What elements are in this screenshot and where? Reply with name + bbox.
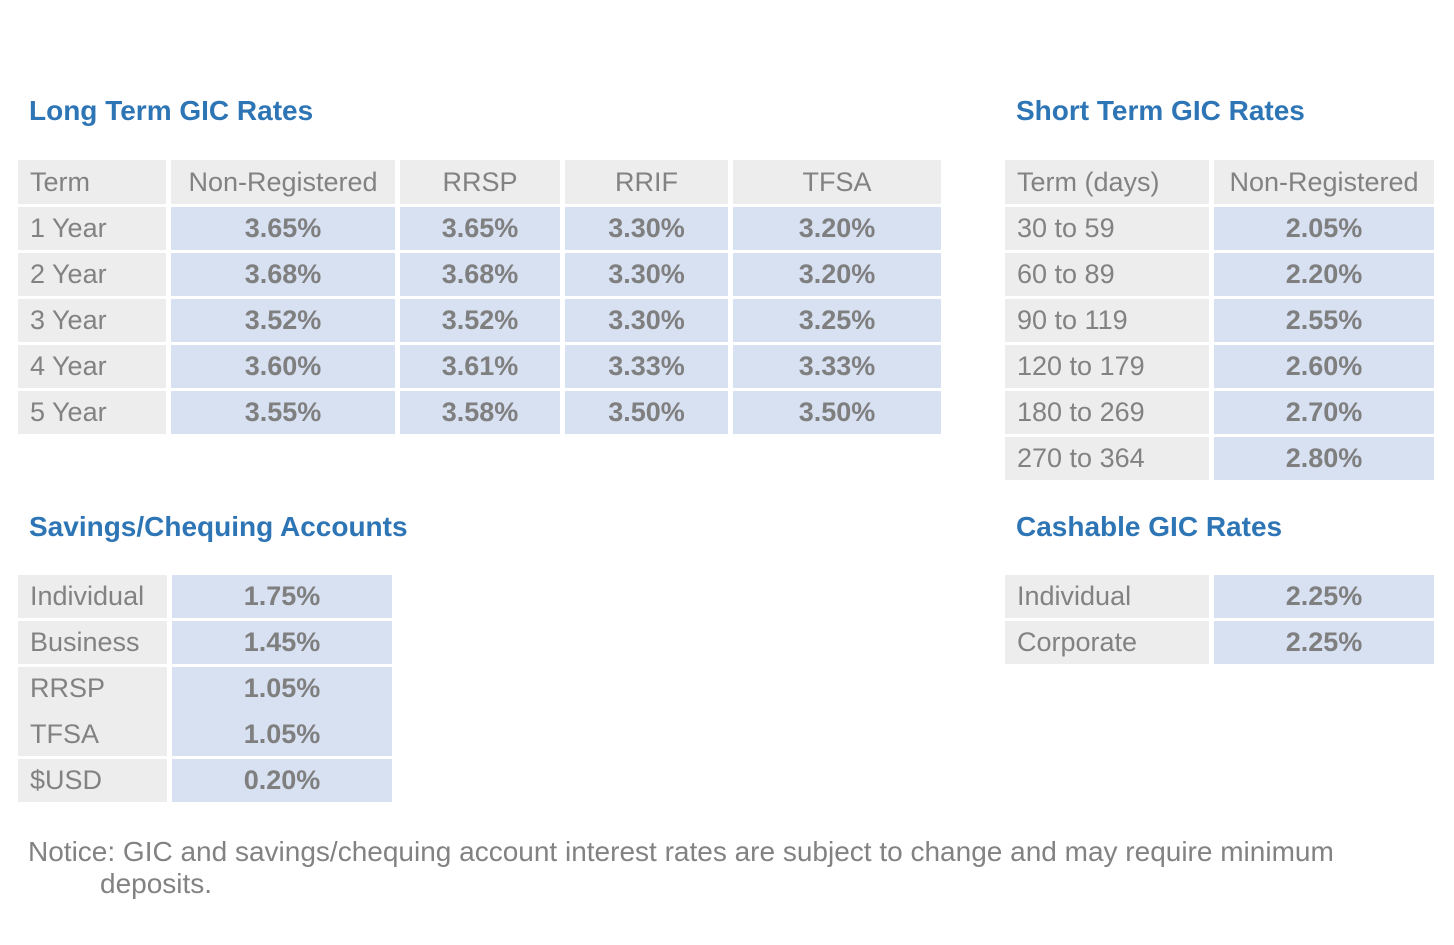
account-cell-group: RRSP TFSA [18, 667, 167, 756]
cashable-gic-section: Cashable GIC Rates Individual 2.25% Corp… [1005, 512, 1434, 672]
rate-cell: 2.55% [1214, 299, 1434, 342]
term-cell: 30 to 59 [1005, 207, 1209, 250]
rate-cell: 3.20% [733, 207, 941, 250]
rate-cell: 3.50% [565, 391, 728, 434]
term-cell: 60 to 89 [1005, 253, 1209, 296]
short-term-gic-section: Short Term GIC Rates Term (days) Non-Reg… [1005, 96, 1434, 486]
account-cell: TFSA [30, 719, 100, 749]
rate-cell: 3.30% [565, 207, 728, 250]
long-term-gic-table: Term Non-Registered RRSP RRIF TFSA 1 Yea… [18, 160, 941, 434]
rate-cell: 3.52% [171, 299, 395, 342]
column-header-non-registered: Non-Registered [1214, 160, 1434, 204]
term-cell: 3 Year [18, 299, 166, 342]
rate-cell-group: 1.05% 1.05% [172, 667, 392, 756]
savings-chequing-section: Savings/Chequing Accounts Individual 1.7… [18, 511, 408, 812]
cashable-gic-title: Cashable GIC Rates [1016, 511, 1283, 542]
rate-cell: 1.75% [172, 575, 392, 618]
rate-cell: 1.45% [172, 621, 392, 664]
term-cell: 4 Year [18, 345, 166, 388]
rate-cell: 1.05% [243, 673, 321, 703]
rate-cell: 3.30% [565, 253, 728, 296]
column-header-term-days: Term (days) [1005, 160, 1209, 204]
cashable-gic-table: Individual 2.25% Corporate 2.25% [1005, 575, 1434, 664]
account-cell: Individual [1005, 575, 1209, 618]
term-cell: 120 to 179 [1005, 345, 1209, 388]
term-cell: 2 Year [18, 253, 166, 296]
short-term-gic-title: Short Term GIC Rates [1016, 95, 1305, 126]
rate-cell: 3.58% [400, 391, 560, 434]
notice-line-2: deposits. [100, 868, 213, 899]
rate-cell: 3.68% [400, 253, 560, 296]
rate-cell: 2.70% [1214, 391, 1434, 434]
rate-cell: 1.05% [243, 719, 321, 749]
column-header-non-registered: Non-Registered [171, 160, 395, 204]
column-header-rrsp: RRSP [400, 160, 560, 204]
term-cell: 90 to 119 [1005, 299, 1209, 342]
rate-cell: 2.05% [1214, 207, 1434, 250]
rate-cell: 3.55% [171, 391, 395, 434]
rate-cell: 3.61% [400, 345, 560, 388]
column-header-term: Term [18, 160, 166, 204]
rate-cell: 3.33% [733, 345, 941, 388]
column-header-rrif: RRIF [565, 160, 728, 204]
rate-cell: 3.68% [171, 253, 395, 296]
rate-cell: 3.65% [400, 207, 560, 250]
rate-cell: 2.60% [1214, 345, 1434, 388]
rate-cell: 3.25% [733, 299, 941, 342]
short-term-gic-table: Term (days) Non-Registered 30 to 59 2.05… [1005, 160, 1434, 480]
column-header-tfsa: TFSA [733, 160, 941, 204]
account-cell: Corporate [1005, 621, 1209, 664]
long-term-gic-section: Long Term GIC Rates Term Non-Registered … [18, 96, 941, 436]
rate-cell: 2.25% [1214, 621, 1434, 664]
rate-cell: 2.20% [1214, 253, 1434, 296]
rate-cell: 3.60% [171, 345, 395, 388]
rate-cell: 3.33% [565, 345, 728, 388]
account-cell: Business [18, 621, 167, 664]
term-cell: 270 to 364 [1005, 437, 1209, 480]
notice-line-1: Notice: GIC and savings/chequing account… [28, 836, 1334, 867]
rate-cell: 3.20% [733, 253, 941, 296]
rate-cell: 2.25% [1214, 575, 1434, 618]
term-cell: 1 Year [18, 207, 166, 250]
rate-cell: 3.30% [565, 299, 728, 342]
rate-cell: 2.80% [1214, 437, 1434, 480]
notice-text: Notice: GIC and savings/chequing account… [28, 836, 1334, 900]
rate-cell: 3.52% [400, 299, 560, 342]
rate-cell: 0.20% [172, 759, 392, 802]
term-cell: 180 to 269 [1005, 391, 1209, 434]
long-term-gic-title: Long Term GIC Rates [29, 95, 314, 126]
account-cell: RRSP [30, 673, 106, 703]
rate-cell: 3.50% [733, 391, 941, 434]
savings-chequing-table: Individual 1.75% Business 1.45% RRSP TFS… [18, 575, 392, 802]
account-cell: Individual [18, 575, 167, 618]
rate-cell: 3.65% [171, 207, 395, 250]
term-cell: 5 Year [18, 391, 166, 434]
savings-chequing-title: Savings/Chequing Accounts [29, 511, 408, 542]
account-cell: $USD [18, 759, 167, 802]
